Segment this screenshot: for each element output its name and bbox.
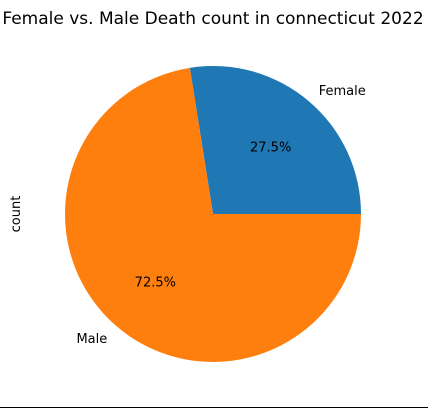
chart-title: Female vs. Male Death count in connectic…: [2, 9, 423, 29]
category-label-female: Female: [319, 84, 366, 99]
pie-slice-female: [189, 66, 361, 214]
y-axis-label: count: [9, 196, 24, 233]
category-label-male: Male: [76, 332, 107, 347]
pie-slice-male: [65, 67, 362, 362]
pie-labels: Female 27.5% Male 72.5%: [76, 84, 365, 347]
bottom-rule: [0, 407, 428, 408]
percent-label-female: 27.5%: [250, 140, 291, 155]
percent-label-male: 72.5%: [135, 276, 176, 291]
pie-slices: [65, 66, 362, 362]
